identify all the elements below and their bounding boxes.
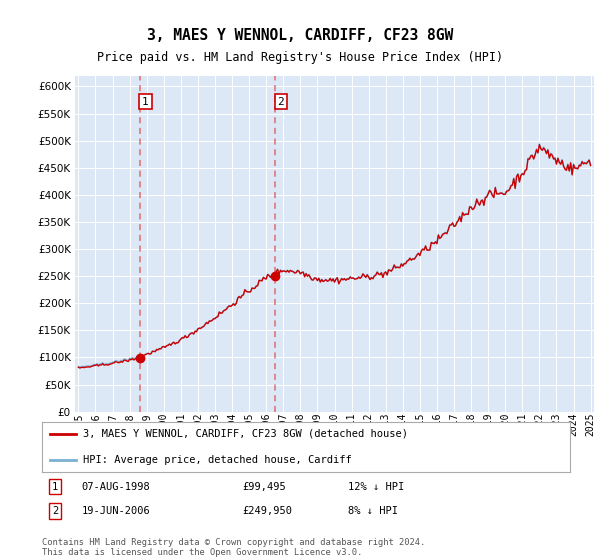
Text: £99,495: £99,495 xyxy=(242,482,286,492)
Text: Price paid vs. HM Land Registry's House Price Index (HPI): Price paid vs. HM Land Registry's House … xyxy=(97,50,503,64)
Text: 07-AUG-1998: 07-AUG-1998 xyxy=(82,482,151,492)
Text: 1: 1 xyxy=(142,97,149,106)
Text: 2: 2 xyxy=(52,506,58,516)
Text: 3, MAES Y WENNOL, CARDIFF, CF23 8GW (detached house): 3, MAES Y WENNOL, CARDIFF, CF23 8GW (det… xyxy=(83,428,408,438)
Text: 8% ↓ HPI: 8% ↓ HPI xyxy=(348,506,398,516)
Text: 19-JUN-2006: 19-JUN-2006 xyxy=(82,506,151,516)
Text: 2: 2 xyxy=(277,97,284,106)
Text: Contains HM Land Registry data © Crown copyright and database right 2024.
This d: Contains HM Land Registry data © Crown c… xyxy=(42,538,425,557)
Text: 1: 1 xyxy=(52,482,58,492)
Text: 3, MAES Y WENNOL, CARDIFF, CF23 8GW: 3, MAES Y WENNOL, CARDIFF, CF23 8GW xyxy=(147,29,453,43)
Text: HPI: Average price, detached house, Cardiff: HPI: Average price, detached house, Card… xyxy=(83,455,352,465)
Text: 12% ↓ HPI: 12% ↓ HPI xyxy=(348,482,404,492)
Text: £249,950: £249,950 xyxy=(242,506,293,516)
